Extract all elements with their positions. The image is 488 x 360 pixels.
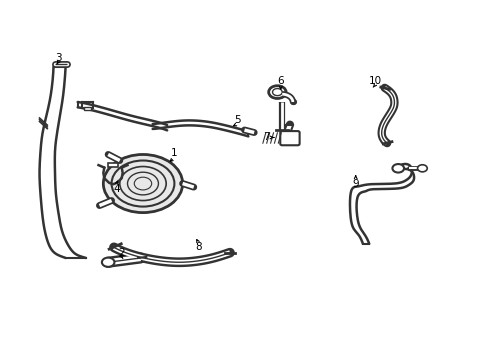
Text: 1: 1 [171, 148, 177, 158]
Text: 8: 8 [195, 242, 202, 252]
Bar [83, 107, 91, 110]
Text: 5: 5 [233, 115, 240, 125]
Text: 4: 4 [113, 184, 120, 194]
FancyBboxPatch shape [280, 131, 299, 145]
Circle shape [102, 258, 114, 267]
Text: 3: 3 [55, 53, 61, 63]
Text: 2: 2 [118, 248, 124, 258]
Text: 7: 7 [263, 132, 269, 143]
Text: 10: 10 [368, 76, 381, 86]
Circle shape [392, 164, 403, 172]
Text: 9: 9 [352, 179, 358, 189]
Bar [108, 163, 118, 167]
Circle shape [417, 165, 427, 172]
Text: 6: 6 [277, 76, 284, 86]
Circle shape [103, 154, 182, 213]
